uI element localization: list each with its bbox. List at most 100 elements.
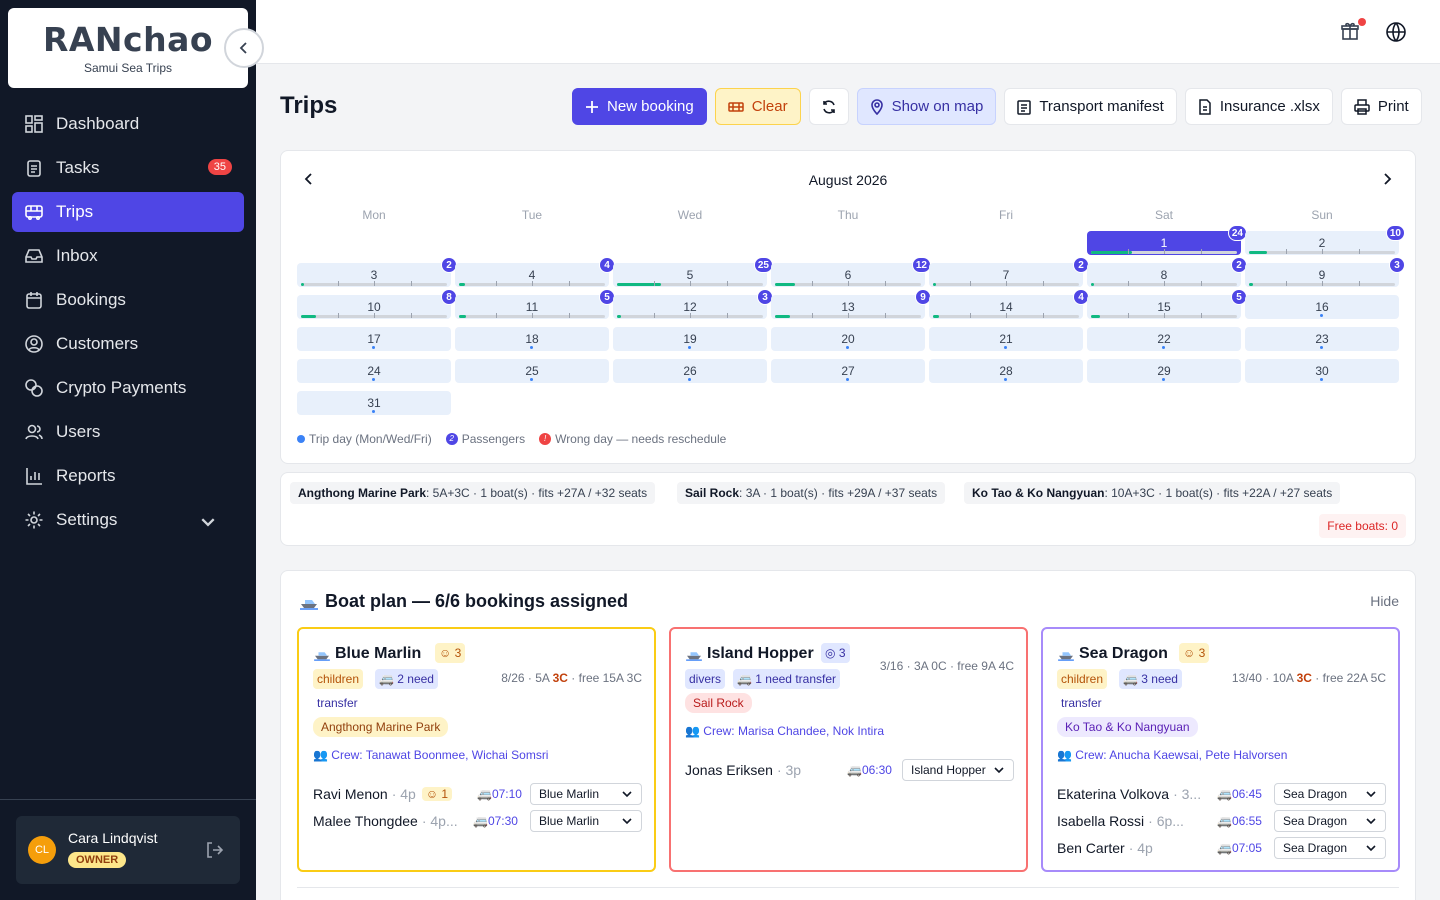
weekday-label: Wed bbox=[677, 208, 703, 222]
sidebar-item-tasks[interactable]: Tasks 35 bbox=[12, 148, 244, 188]
calendar-day[interactable]: 16 bbox=[1245, 295, 1399, 319]
calendar-month: August 2026 bbox=[808, 172, 888, 188]
boat-select[interactable]: Blue Marlin bbox=[530, 810, 642, 832]
passenger-name[interactable]: Isabella Rossi bbox=[1057, 813, 1145, 829]
sidebar-item-trips[interactable]: Trips bbox=[12, 192, 244, 232]
calendar-day[interactable]: 1 24 bbox=[1087, 225, 1247, 255]
boat-select[interactable]: Sea Dragon bbox=[1274, 810, 1386, 832]
passenger-name[interactable]: Jonas Eriksen bbox=[685, 762, 773, 778]
passenger-row: Ekaterina Volkova · 3... 🚐 06:45 Sea Drag… bbox=[1057, 783, 1386, 805]
chevron-left-icon[interactable] bbox=[301, 171, 317, 187]
print-label: Print bbox=[1377, 98, 1409, 115]
sidebar-item-customers[interactable]: Customers bbox=[12, 324, 244, 364]
avatar: CL bbox=[28, 836, 56, 864]
calendar-day[interactable]: 24 bbox=[297, 359, 451, 383]
trip-day-dot bbox=[688, 378, 691, 381]
sidebar-item-bookings[interactable]: Bookings bbox=[12, 280, 244, 320]
refresh-button[interactable] bbox=[808, 88, 849, 125]
occupancy-fill bbox=[933, 315, 939, 318]
calendar-day[interactable]: 17 bbox=[297, 327, 451, 351]
calendar-day[interactable]: 15 5 bbox=[1087, 289, 1247, 319]
calendar-day[interactable]: 11 5 bbox=[455, 289, 615, 319]
passenger-row: Ben Carter · 4p 🚐 07:05 Sea Dragon bbox=[1057, 837, 1386, 859]
passenger-count: · 4p... bbox=[421, 813, 458, 829]
calendar-day[interactable]: 23 bbox=[1245, 327, 1399, 351]
passenger-name[interactable]: Ravi Menon bbox=[313, 786, 388, 802]
calendar-day[interactable]: 6 12 bbox=[771, 257, 931, 287]
logout-icon[interactable] bbox=[204, 840, 224, 860]
children-count-badge: ☺ 3 bbox=[435, 643, 466, 663]
logo-card[interactable]: RANchao Samui Sea Trips bbox=[8, 8, 248, 88]
show-on-map-button[interactable]: Show on map bbox=[856, 88, 997, 125]
chevron-right-icon[interactable] bbox=[1379, 171, 1395, 187]
print-button[interactable]: Print bbox=[1340, 88, 1422, 125]
calendar-day[interactable]: 12 3 bbox=[613, 289, 773, 319]
selected-boat: Sea Dragon bbox=[1283, 814, 1348, 828]
occupancy-fill bbox=[301, 315, 316, 318]
occupancy-tick bbox=[653, 313, 655, 318]
occupancy-tick bbox=[1127, 281, 1129, 286]
calendar-day[interactable]: 30 bbox=[1245, 359, 1399, 383]
clear-button[interactable]: Clear bbox=[714, 88, 801, 125]
stats-children: 3C bbox=[1296, 671, 1312, 685]
occupancy-bar bbox=[617, 313, 763, 318]
sidebar-item-inbox[interactable]: Inbox bbox=[12, 236, 244, 276]
sidebar-item-crypto-payments[interactable]: Crypto Payments bbox=[12, 368, 244, 408]
calendar-day[interactable]: 28 bbox=[929, 359, 1083, 383]
calendar-day[interactable]: 14 4 bbox=[929, 289, 1089, 319]
trip-day-dot bbox=[372, 378, 375, 381]
boat-select[interactable]: Sea Dragon bbox=[1274, 783, 1386, 805]
calendar-day[interactable]: 31 bbox=[297, 391, 451, 415]
hide-button[interactable]: Hide bbox=[1370, 593, 1399, 609]
passenger-name[interactable]: Malee Thongdee bbox=[313, 813, 418, 829]
calendar-day[interactable]: 25 bbox=[455, 359, 609, 383]
occupancy-tick bbox=[726, 281, 728, 286]
calendar-day[interactable]: 18 bbox=[455, 327, 609, 351]
calendar-day[interactable]: 20 bbox=[771, 327, 925, 351]
globe-icon[interactable] bbox=[1385, 21, 1407, 43]
boat-select[interactable]: Sea Dragon bbox=[1274, 837, 1386, 859]
sidebar-item-settings[interactable]: Settings bbox=[12, 500, 244, 540]
occupancy-tick bbox=[495, 281, 497, 286]
passenger-name[interactable]: Ekaterina Volkova bbox=[1057, 786, 1170, 802]
boat-select[interactable]: Island Hopper bbox=[902, 759, 1014, 781]
day-number: 21 bbox=[999, 332, 1013, 346]
boat-plan-title-text: Boat plan — 6/6 bookings assigned bbox=[325, 591, 629, 611]
time: 07:30 bbox=[487, 814, 518, 828]
calendar-day[interactable]: 27 bbox=[771, 359, 925, 383]
van-icon: 🚐 bbox=[1217, 841, 1232, 855]
sidebar-item-label: Inbox bbox=[56, 246, 98, 265]
sidebar-item-dashboard[interactable]: Dashboard bbox=[12, 104, 244, 144]
users-icon: 👥 bbox=[1057, 748, 1076, 762]
passenger-count: · 3p bbox=[776, 762, 802, 778]
new-booking-button[interactable]: New booking bbox=[572, 88, 707, 125]
trip-day-dot bbox=[1320, 346, 1323, 349]
calendar-day[interactable]: 29 bbox=[1087, 359, 1241, 383]
calendar-day[interactable]: 22 bbox=[1087, 327, 1241, 351]
boat-select[interactable]: Blue Marlin bbox=[530, 783, 642, 805]
insurance-export-button[interactable]: Insurance .xlsx bbox=[1184, 88, 1333, 125]
calendar-day[interactable]: 2 10 bbox=[1245, 225, 1405, 255]
passenger-name[interactable]: Ben Carter bbox=[1057, 840, 1125, 856]
transport-manifest-button[interactable]: Transport manifest bbox=[1004, 88, 1177, 125]
calendar-day[interactable]: 26 bbox=[613, 359, 767, 383]
gift-icon[interactable] bbox=[1340, 21, 1360, 41]
occupancy-bar bbox=[617, 281, 763, 286]
calendar-day[interactable]: 5 25 bbox=[613, 257, 773, 287]
sidebar-item-label: Crypto Payments bbox=[56, 378, 187, 397]
calendar-day[interactable]: 21 bbox=[929, 327, 1083, 351]
calendar-day[interactable]: 10 8 bbox=[297, 289, 457, 319]
inbox-icon bbox=[25, 249, 43, 263]
sidebar-item-users[interactable]: Users bbox=[12, 412, 244, 452]
calendar-day[interactable]: 13 9 bbox=[771, 289, 931, 319]
occupancy-tick bbox=[1358, 249, 1360, 254]
calendar-day[interactable]: 19 bbox=[613, 327, 767, 351]
sidebar-item-reports[interactable]: Reports bbox=[12, 456, 244, 496]
collapse-sidebar-button[interactable] bbox=[224, 28, 264, 68]
